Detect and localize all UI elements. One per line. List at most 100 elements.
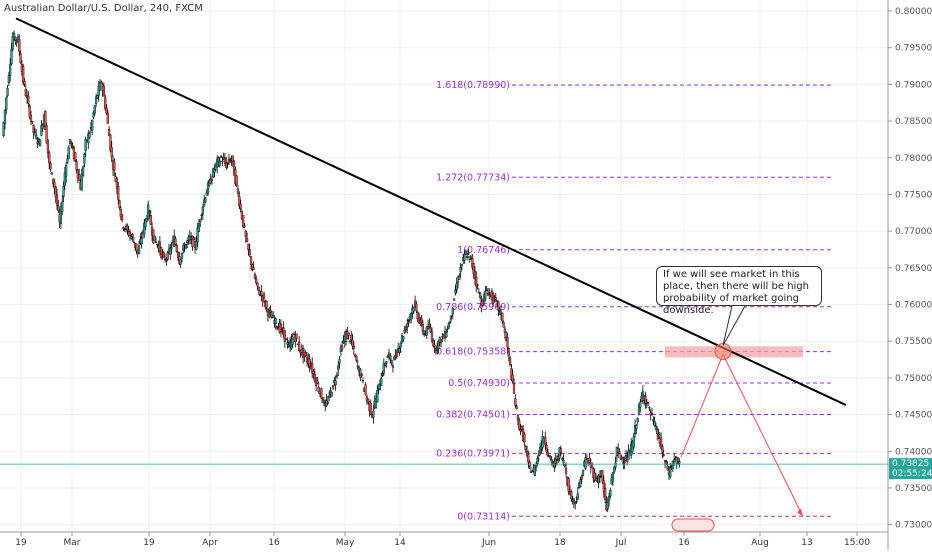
- candle-body: [192, 237, 195, 240]
- candle-body: [199, 219, 202, 222]
- x-tick-label: Jul: [615, 538, 627, 548]
- candle-body: [481, 300, 484, 306]
- candle-body: [316, 380, 319, 384]
- candle-body: [162, 252, 165, 258]
- candle-body: [533, 465, 536, 477]
- candle-body: [33, 131, 36, 133]
- candle-body: [91, 120, 94, 131]
- candle-body: [445, 332, 448, 338]
- candle-body: [464, 250, 467, 255]
- candle-body: [212, 168, 215, 177]
- candle-body: [12, 33, 16, 40]
- y-tick-label: 0.74000: [895, 447, 932, 457]
- candle-body: [372, 410, 375, 418]
- candle-body: [503, 328, 506, 333]
- candle-body: [175, 245, 178, 252]
- candle-body: [311, 363, 314, 374]
- candle-body: [113, 161, 116, 171]
- candle-body: [572, 498, 575, 503]
- candle-body: [665, 460, 668, 463]
- candle-body: [356, 365, 359, 368]
- candle-body: [240, 211, 244, 219]
- candle-body: [62, 186, 65, 197]
- y-tick-label: 0.78500: [895, 117, 932, 127]
- candle-body: [389, 355, 392, 360]
- candle-body: [650, 412, 654, 415]
- candle-body: [66, 158, 69, 163]
- candle-body: [527, 454, 530, 463]
- candle-body: [186, 240, 189, 243]
- candle-body: [135, 243, 138, 252]
- candle-body: [253, 273, 257, 279]
- candle-body: [68, 139, 72, 144]
- candle-body: [98, 81, 102, 91]
- candle-body: [40, 125, 43, 136]
- candle-body: [620, 457, 624, 459]
- candle-body: [395, 351, 398, 357]
- y-tick-label: 0.78000: [895, 154, 932, 164]
- candle-body: [523, 434, 526, 443]
- price-axis[interactable]: 0.80000 0.79500 0.79000 0.78500 0.78000 0.775…: [887, 0, 932, 550]
- time-axis[interactable]: 19 Mar 19 Apr 16 May 14 Jun 18 Jul 16 Aug 13 15:00: [0, 531, 888, 548]
- candle-body: [662, 454, 665, 456]
- candle-body: [515, 405, 518, 410]
- annotation-callout[interactable]: If we will see market in this place, the…: [656, 266, 822, 316]
- candle-body: [439, 339, 443, 344]
- candle-body: [304, 352, 307, 356]
- candle-body: [415, 303, 418, 311]
- candle-body: [274, 318, 277, 324]
- candle-body: [529, 471, 533, 473]
- candle-body: [627, 450, 630, 460]
- candle-body: [19, 53, 22, 64]
- candle-body: [426, 325, 430, 330]
- candle-body: [477, 291, 480, 294]
- y-tick-label: 0.75000: [895, 374, 932, 384]
- candle-body: [156, 244, 159, 246]
- candle-body: [671, 461, 674, 469]
- candle-body: [453, 298, 456, 301]
- y-tick-label: 0.77500: [895, 190, 932, 200]
- candle-body: [265, 300, 268, 308]
- candle-body: [512, 383, 516, 394]
- fib-level-label: 0.786(0.75969): [436, 302, 510, 313]
- candle-body: [626, 456, 629, 462]
- candle-body: [334, 380, 337, 386]
- candle-body: [105, 107, 108, 114]
- candle-body: [27, 96, 30, 104]
- candle-body: [584, 457, 587, 469]
- candle-body: [246, 238, 249, 242]
- candle-body: [59, 206, 63, 224]
- candle-body: [28, 105, 31, 118]
- x-tick-label: Jun: [481, 538, 496, 548]
- candle-body: [354, 354, 357, 357]
- candle-body: [604, 488, 607, 500]
- candles: [2, 30, 681, 513]
- candle-body: [469, 255, 473, 259]
- candle-body: [676, 458, 680, 462]
- candle-body: [432, 340, 435, 347]
- candle-body: [479, 293, 482, 298]
- candle-body: [242, 215, 245, 228]
- candle-body: [14, 36, 17, 41]
- candle-body: [10, 48, 13, 65]
- candle-body: [570, 491, 573, 499]
- candle-body: [614, 462, 617, 468]
- candle-body: [3, 109, 7, 124]
- candle-body: [239, 203, 242, 209]
- fib-level-label: 0.382(0.74501): [436, 410, 510, 421]
- candle-body: [177, 252, 180, 259]
- candle-body: [594, 477, 598, 479]
- candle-body: [666, 465, 669, 471]
- candle-body: [501, 312, 504, 322]
- candle-body: [183, 248, 186, 250]
- candle-body: [602, 480, 605, 492]
- candle-body: [260, 291, 263, 296]
- candle-body: [367, 398, 370, 403]
- candle-body: [248, 249, 251, 256]
- candle-body: [581, 470, 585, 477]
- candle-body: [251, 264, 254, 270]
- candle-body: [22, 66, 25, 83]
- candle-body: [420, 318, 423, 323]
